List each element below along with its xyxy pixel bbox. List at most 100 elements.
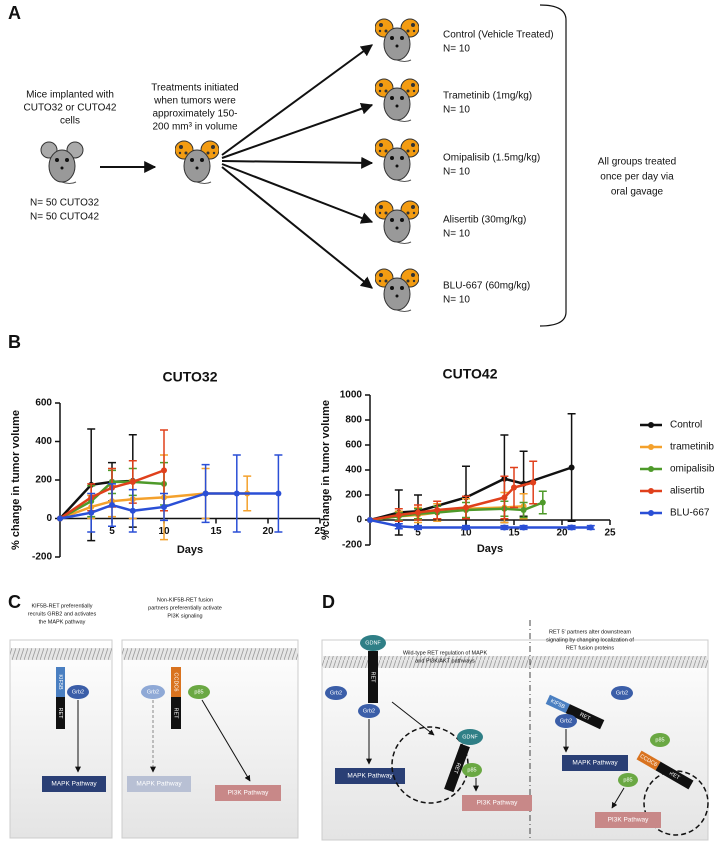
legend-marker [648, 510, 654, 516]
fusion-5p [636, 750, 661, 771]
ligand [457, 729, 483, 745]
group-name: Control (Vehicle Treated) [443, 30, 554, 41]
treatment-text: approximately 150- [152, 109, 237, 120]
x-tick-label: 10 [460, 528, 472, 539]
pathway-box [215, 785, 281, 801]
x-tick-label: 25 [604, 528, 616, 539]
subunit-label: p85 [467, 767, 476, 773]
legend-label: trametinib [670, 442, 714, 453]
fusion-5p [545, 694, 570, 714]
adaptor [141, 685, 165, 699]
y-axis-label: % change in tumor volume [10, 410, 22, 550]
count-text: N= 50 CUTO42 [30, 212, 99, 223]
fusion-3p [655, 761, 694, 790]
endosome [643, 770, 709, 836]
data-point [275, 490, 282, 497]
caption: RET fusion proteins [566, 645, 614, 651]
pathway-label: MAPK Pathway [136, 781, 182, 788]
ligand-label: GDNF [462, 734, 478, 740]
caption: signaling by changing localization of [546, 637, 634, 643]
schedule-text: once per day via [600, 172, 674, 183]
membrane [10, 648, 112, 660]
y-tick-label: 800 [345, 415, 362, 426]
caption: and PI3K/AKT pathways [415, 658, 475, 664]
panel-a: A Mice implanted with CUTO32 or CUTO42 c… [8, 3, 676, 327]
subunit [650, 733, 670, 747]
data-point [530, 479, 537, 486]
arrow [221, 163, 374, 224]
y-tick-label: -200 [32, 552, 52, 563]
fusion-3p-label: RET [173, 708, 179, 720]
data-point [568, 524, 575, 531]
data-point [233, 490, 240, 497]
panel-label: B [8, 332, 21, 352]
y-tick-label: 600 [35, 398, 52, 409]
y-axis-label: % change in tumor volume [320, 400, 332, 540]
panel-label: A [8, 3, 21, 23]
legend-marker [648, 466, 654, 472]
receptor [444, 743, 470, 793]
fusion-5p [56, 667, 65, 697]
group-n: N= 10 [443, 295, 470, 306]
receptor [368, 651, 378, 703]
membrane [322, 656, 708, 668]
mouse-icon [375, 78, 419, 122]
caption: KIF5B-RET preferentially [31, 603, 92, 609]
arrow [391, 701, 435, 736]
group-name: Trametinib (1mg/kg) [443, 91, 532, 102]
data-point [501, 524, 508, 531]
data-point [520, 524, 527, 531]
chart-title: CUTO32 [163, 369, 218, 385]
y-tick-label: 600 [345, 440, 362, 451]
pathway-box [42, 776, 106, 792]
receptor-label: RET [370, 672, 376, 684]
legend-label: omipalisib [670, 464, 715, 475]
group-n: N= 10 [443, 44, 470, 55]
x-tick-label: 15 [508, 528, 520, 539]
caption: RET 5' partners alter downstream [549, 629, 631, 635]
group-n: N= 10 [443, 167, 470, 178]
fusion-5p-label: KIF5B [57, 674, 63, 690]
arrow [201, 699, 251, 782]
treatment-text: Treatments initiated [151, 83, 238, 94]
pathway-box [595, 812, 661, 828]
treatment-text: 200 mm³ in volume [152, 122, 237, 133]
data-point [129, 507, 136, 514]
subunit-label: p85 [194, 689, 203, 695]
schedule-text: All groups treated [598, 157, 676, 168]
data-point [463, 504, 469, 511]
pathway-label: MAPK Pathway [347, 773, 393, 780]
adaptor [67, 685, 89, 699]
mouse-icon [40, 141, 84, 184]
caption: Wild-type RET regulation of MAPK [403, 650, 488, 656]
chart-title: CUTO42 [443, 366, 498, 382]
mouse-icon [375, 268, 419, 312]
fusion-3p-label: RET [579, 712, 592, 722]
y-tick-label: 0 [46, 513, 52, 524]
subunit-label: p85 [623, 777, 632, 783]
data-point [57, 515, 63, 522]
bracket [539, 4, 567, 327]
data-point [161, 467, 167, 474]
caption: partners preferentially activate [148, 605, 222, 611]
adaptor [358, 704, 380, 718]
subunit [188, 685, 210, 699]
data-point [395, 512, 402, 518]
data-point [539, 499, 546, 506]
legend-label: alisertib [670, 486, 705, 497]
arrow [221, 102, 374, 159]
subunit [462, 763, 482, 777]
ligand [360, 635, 386, 651]
panel-label: D [322, 592, 335, 612]
y-tick-label: 200 [35, 475, 52, 486]
count-text: N= 50 CUTO32 [30, 198, 99, 209]
adaptor [555, 714, 577, 728]
receptor-label: RET [452, 762, 462, 775]
pathway-label: PI3K Pathway [228, 790, 270, 797]
series-line [59, 492, 279, 520]
data-point [415, 524, 421, 531]
source-text: cells [60, 116, 80, 127]
data-point [202, 490, 209, 497]
fan-arrows [221, 44, 374, 289]
